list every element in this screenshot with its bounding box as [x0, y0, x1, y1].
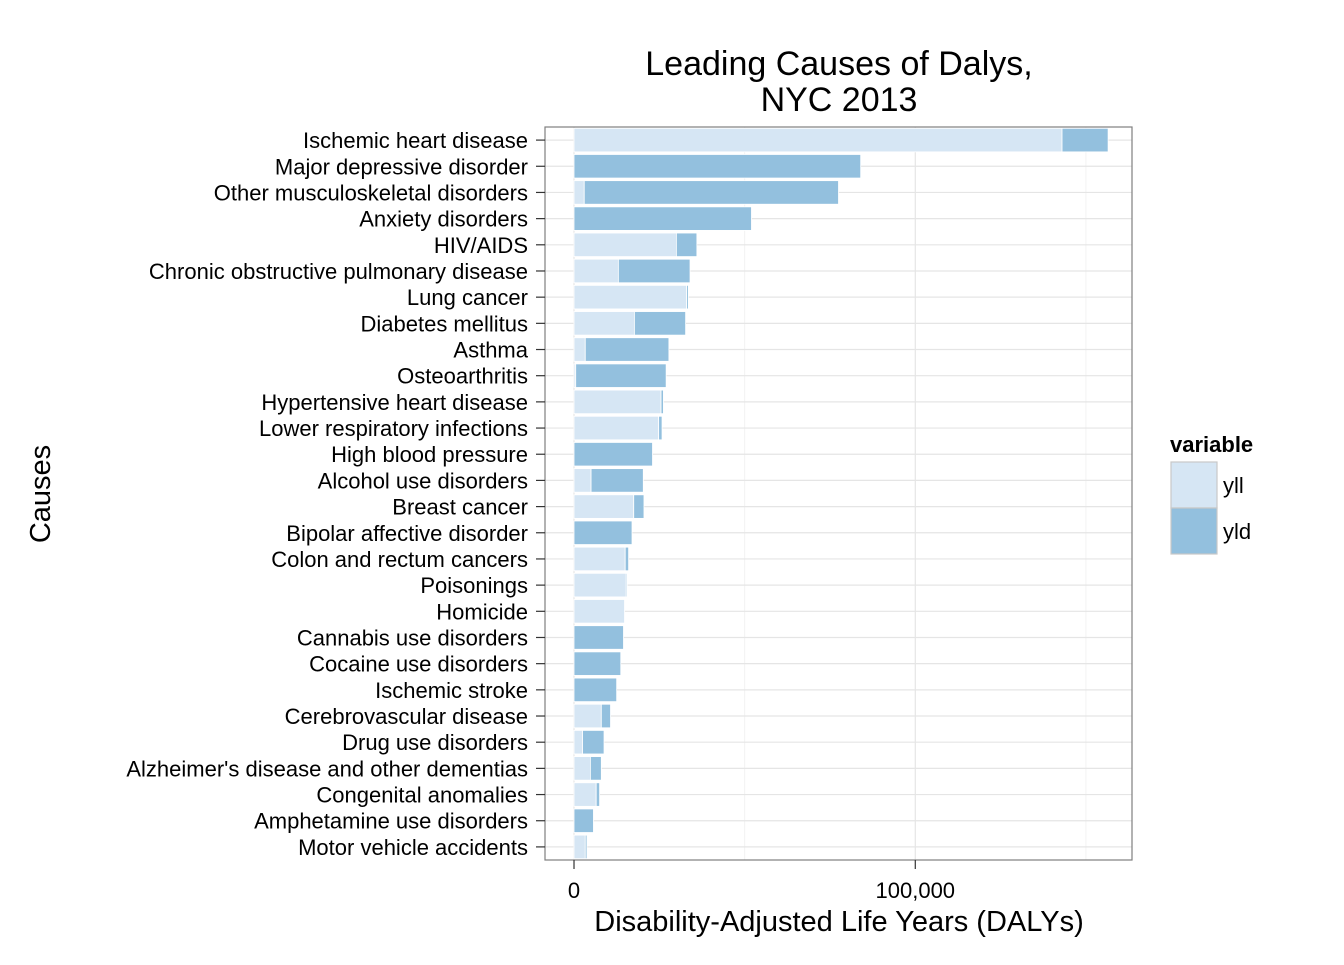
bar-yld — [573, 154, 862, 179]
bar-yld — [584, 834, 588, 860]
bar-yll — [573, 232, 677, 257]
bar-yld — [624, 546, 630, 572]
bar-yld — [573, 625, 624, 650]
bar-yll — [573, 730, 583, 755]
bar-yll — [573, 389, 662, 415]
bar-yld — [583, 180, 839, 205]
x-tick-label: 100,000 — [876, 878, 956, 903]
bar-yld — [595, 782, 601, 807]
bar-yld — [1061, 127, 1109, 153]
x-tick-label: 0 — [568, 878, 580, 903]
plot-border — [544, 126, 1133, 861]
bar-yll — [573, 703, 602, 729]
bar-yld — [584, 337, 670, 362]
bar-yll — [573, 311, 635, 336]
bar-yld — [573, 808, 594, 833]
y-tick-label: Hypertensive heart disease — [261, 390, 528, 415]
bar-yld — [634, 311, 687, 336]
bar-yll — [573, 415, 660, 441]
y-tick-label: Homicide — [436, 599, 528, 624]
bar-yld — [617, 258, 691, 284]
y-tick-label: Colon and rectum cancers — [271, 547, 528, 572]
bar-yll — [573, 834, 586, 860]
y-tick-label: Ischemic stroke — [375, 678, 528, 703]
y-axis-title: Causes — [25, 445, 57, 543]
bar-yld — [625, 572, 628, 598]
y-tick-label: Major depressive disorder — [275, 154, 528, 179]
bar-yld — [573, 206, 752, 231]
bar-yld — [582, 730, 605, 755]
bar-yll — [573, 782, 597, 807]
legend-label-yld: yld — [1223, 519, 1251, 544]
y-tick-label: Asthma — [453, 338, 528, 363]
y-tick-label: Amphetamine use disorders — [254, 809, 528, 834]
y-tick-label: Alcohol use disorders — [318, 468, 528, 493]
legend-key-yll — [1170, 461, 1218, 509]
y-tick-label: Lung cancer — [407, 285, 528, 310]
y-tick-label: Lower respiratory infections — [259, 416, 528, 441]
y-tick-label: Bipolar affective disorder — [286, 521, 528, 546]
y-tick-label: HIV/AIDS — [434, 233, 528, 258]
bar-yld — [600, 703, 611, 729]
legend-label-yll: yll — [1223, 473, 1244, 498]
y-tick-label: Chronic obstructive pulmonary disease — [149, 259, 528, 284]
bar-yld — [573, 677, 618, 703]
bar-yll — [573, 572, 627, 598]
chart-title-line: Leading Causes of Dalys, — [645, 45, 1032, 83]
legend-key-yld — [1170, 507, 1218, 555]
y-tick-label: Drug use disorders — [342, 730, 528, 755]
bar-yld — [675, 232, 698, 257]
bar-yll — [573, 599, 625, 624]
y-tick-label: Diabetes mellitus — [360, 311, 528, 336]
y-tick-label: Other musculoskeletal disorders — [214, 180, 528, 205]
bar-yll — [573, 494, 635, 519]
legend-title: variable — [1170, 432, 1253, 457]
bar-yld — [658, 415, 663, 441]
bar-yll — [573, 127, 1063, 153]
bar-yll — [573, 180, 585, 205]
y-tick-label: Ischemic heart disease — [303, 128, 528, 153]
y-tick-label: Cerebrovascular disease — [285, 704, 528, 729]
bar-yll — [573, 468, 592, 493]
legend: variable yll yld — [1170, 432, 1253, 555]
bar-yll — [573, 284, 688, 310]
bar-yll — [573, 337, 586, 362]
y-tick-label: Cannabis use disorders — [297, 625, 528, 650]
y-tick-label: Congenital anomalies — [316, 783, 528, 808]
y-tick-label: High blood pressure — [331, 442, 528, 467]
bar-yld — [573, 651, 622, 676]
bars — [573, 127, 1109, 860]
y-tick-label: Cocaine use disorders — [309, 652, 528, 677]
y-tick-label: Alzheimer's disease and other dementias — [126, 756, 528, 781]
x-axis: 0 100,000 — [568, 860, 955, 903]
y-tick-label: Anxiety disorders — [359, 207, 528, 232]
y-tick-label: Motor vehicle accidents — [298, 835, 528, 860]
bar-yll — [573, 546, 626, 572]
bar-yld — [573, 520, 633, 545]
y-tick-label: Poisonings — [420, 573, 528, 598]
bar-yll — [573, 258, 619, 284]
chart-title-line: NYC 2013 — [761, 81, 918, 119]
bar-yld — [660, 389, 664, 415]
y-tick-label: Breast cancer — [392, 495, 528, 520]
bar-yld — [575, 363, 667, 388]
y-tick-label: Osteoarthritis — [397, 364, 528, 389]
bar-yld — [633, 494, 645, 519]
x-axis-title: Disability-Adjusted Life Years (DALYs) — [594, 906, 1083, 938]
bar-yld — [590, 468, 644, 493]
bar-yld — [573, 442, 653, 467]
bar-yll — [573, 756, 591, 781]
bar-yld — [686, 284, 689, 310]
bar-yld — [589, 756, 602, 781]
chart-title: Leading Causes of Dalys,NYC 2013 — [645, 45, 1032, 119]
